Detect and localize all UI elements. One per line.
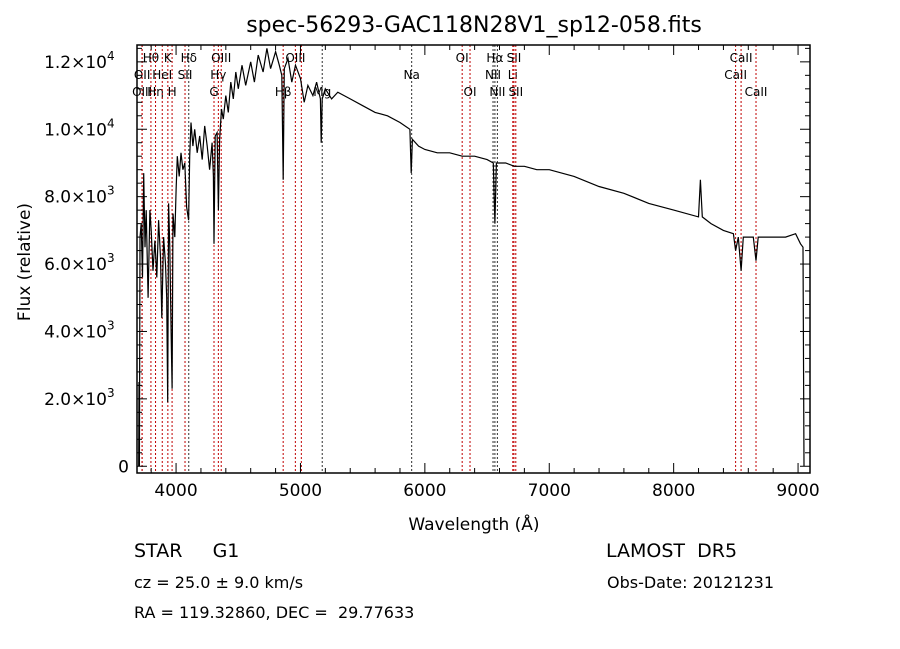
spectral-line-label: SII bbox=[508, 85, 523, 99]
y-tick-label: 6.0×10 bbox=[44, 255, 107, 275]
spectral-line-label: NII bbox=[485, 68, 501, 82]
x-tick-label: 6000 bbox=[403, 481, 446, 501]
x-tick-label: 8000 bbox=[652, 481, 695, 501]
x-axis-label: Wavelength (Å) bbox=[408, 513, 539, 535]
spectral-line-label: SII bbox=[178, 68, 193, 82]
spectral-line-label: SII bbox=[507, 51, 522, 65]
redshift-info: cz = 25.0 ± 9.0 km/s bbox=[134, 573, 304, 592]
y-tick-label: 4.0×10 bbox=[44, 322, 107, 342]
plot-frame bbox=[136, 44, 811, 474]
spectral-line-label: H bbox=[168, 85, 177, 99]
obs-date: Obs-Date: 20121231 bbox=[607, 573, 775, 592]
x-tick-label: 5000 bbox=[279, 481, 322, 501]
y-tick-exponent: 3 bbox=[107, 184, 115, 198]
spectral-line-label: K bbox=[164, 51, 173, 65]
object-class: STAR G1 bbox=[134, 540, 240, 562]
y-tick-label: 8.0×10 bbox=[44, 188, 107, 208]
y-tick-label: 0 bbox=[118, 457, 129, 477]
y-tick-exponent: 3 bbox=[107, 318, 115, 332]
spectral-line-label: G bbox=[209, 85, 218, 99]
spectral-line-label: CaII bbox=[730, 51, 753, 65]
spectral-line-label: OIII bbox=[211, 51, 231, 65]
x-tick-label: 4000 bbox=[154, 481, 197, 501]
spectral-line-label: Hγ bbox=[210, 68, 226, 82]
y-axis-label: Flux (relative) bbox=[15, 203, 35, 321]
spectral-line-label: Hβ bbox=[275, 85, 292, 99]
y-tick-label: 1.0×10 bbox=[44, 120, 107, 140]
spectral-line-label: NII bbox=[489, 85, 505, 99]
spectral-line-label: CaII bbox=[724, 68, 747, 82]
y-tick-label: 1.2×10 bbox=[44, 53, 107, 73]
flux-series-line bbox=[138, 48, 805, 467]
spectral-line-label: Na bbox=[404, 68, 420, 82]
y-tick-exponent: 3 bbox=[107, 386, 115, 400]
spectral-line-label: Hδ bbox=[181, 51, 197, 65]
y-tick-label: 2.0×10 bbox=[44, 390, 107, 410]
y-tick-exponent: 4 bbox=[107, 116, 115, 130]
y-tick-exponent: 3 bbox=[107, 251, 115, 265]
x-tick-label: 9000 bbox=[776, 481, 819, 501]
spectral-line-label: Li bbox=[508, 68, 518, 82]
spectral-line-label: OI bbox=[456, 51, 469, 65]
coordinates: RA = 119.32860, DEC = 29.77633 bbox=[134, 603, 415, 622]
spectral-line-label: Hη bbox=[147, 85, 164, 99]
chart-title: spec-56293-GAC118N28V1_sp12-058.fits bbox=[246, 13, 702, 38]
x-tick-label: 7000 bbox=[528, 481, 571, 501]
spectral-line-label: Hα bbox=[486, 51, 503, 65]
y-tick-exponent: 4 bbox=[107, 49, 115, 63]
spectral-line-label: Hθ bbox=[143, 51, 159, 65]
spectral-line-label: OI bbox=[464, 85, 477, 99]
spectral-line-label: HeI bbox=[152, 68, 172, 82]
survey-label: LAMOST DR5 bbox=[606, 540, 738, 562]
spectral-line-label: CaII bbox=[745, 85, 768, 99]
